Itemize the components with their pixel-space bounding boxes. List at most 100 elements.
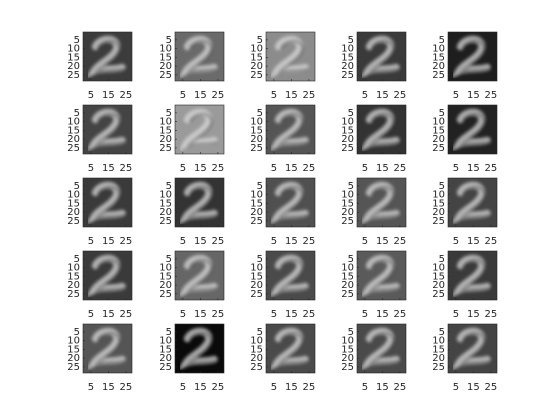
axes-box xyxy=(356,177,407,228)
x-tick-label: 25 xyxy=(120,382,133,393)
y-tick-label: 5 xyxy=(348,108,354,119)
axes-box xyxy=(82,250,133,301)
digit-feature-dark xyxy=(94,40,126,76)
x-tick-label: 25 xyxy=(212,236,225,247)
digit-feature-dark xyxy=(94,113,126,149)
y-tick-label: 20 xyxy=(432,353,445,364)
digit-feature xyxy=(450,35,491,79)
x-tick-label: 5 xyxy=(271,236,277,247)
x-tick-label: 15 xyxy=(102,236,115,247)
x-tick-label: 25 xyxy=(394,382,407,393)
y-tick-label: 20 xyxy=(341,134,354,145)
y-tick-label: 10 xyxy=(159,117,172,128)
x-tick-label: 5 xyxy=(453,382,459,393)
x-tick-label: 15 xyxy=(194,309,207,320)
x-tick-label: 25 xyxy=(394,163,407,174)
y-tick-label: 20 xyxy=(159,280,172,291)
digit-feature-dark xyxy=(368,332,400,368)
y-tick-label: 10 xyxy=(250,117,263,128)
digit-feature-dark xyxy=(186,259,218,295)
x-tick-label: 5 xyxy=(180,309,186,320)
y-tick-label: 25 xyxy=(432,143,445,154)
y-tick-label: 20 xyxy=(341,61,354,72)
y-tick-label: 20 xyxy=(250,280,263,291)
y-tick-label: 20 xyxy=(159,61,172,72)
y-tick-label: 10 xyxy=(432,190,445,201)
y-tick-label: 10 xyxy=(341,44,354,55)
y-tick-label: 25 xyxy=(250,216,263,227)
axes-box xyxy=(174,250,225,301)
y-tick-label: 20 xyxy=(67,134,80,145)
x-tick-label: 25 xyxy=(120,163,133,174)
y-tick-label: 15 xyxy=(341,125,354,136)
y-tick-label: 25 xyxy=(250,143,263,154)
y-tick-label: 20 xyxy=(159,207,172,218)
y-tick-label: 25 xyxy=(341,70,354,81)
y-tick-label: 10 xyxy=(250,44,263,55)
y-tick-label: 10 xyxy=(159,190,172,201)
y-tick-label: 15 xyxy=(250,271,263,282)
y-tick-label: 25 xyxy=(432,70,445,81)
digit-feature xyxy=(177,181,218,225)
x-tick-label: 5 xyxy=(88,382,94,393)
y-tick-label: 10 xyxy=(67,44,80,55)
y-tick-label: 5 xyxy=(74,327,80,338)
y-tick-label: 15 xyxy=(159,198,172,209)
axes-box xyxy=(174,31,225,82)
x-tick-label: 15 xyxy=(376,309,389,320)
x-tick-label: 25 xyxy=(212,309,225,320)
y-tick-label: 5 xyxy=(257,181,263,192)
y-tick-label: 15 xyxy=(67,344,80,355)
digit-feature-dark xyxy=(277,186,309,222)
y-tick-label: 15 xyxy=(250,198,263,209)
y-tick-label: 5 xyxy=(257,254,263,265)
x-tick-label: 5 xyxy=(271,309,277,320)
x-tick-label: 25 xyxy=(120,90,133,101)
digit-feature-dark xyxy=(368,113,400,149)
axes-box xyxy=(174,104,225,155)
digit-feature xyxy=(177,254,218,298)
y-tick-label: 20 xyxy=(432,207,445,218)
x-tick-label: 25 xyxy=(485,236,498,247)
y-tick-label: 15 xyxy=(341,271,354,282)
y-tick-label: 15 xyxy=(432,198,445,209)
digit-feature-dark xyxy=(277,113,309,149)
axes-box xyxy=(82,177,133,228)
x-tick-label: 25 xyxy=(485,163,498,174)
y-tick-label: 25 xyxy=(341,216,354,227)
y-tick-label: 15 xyxy=(67,271,80,282)
x-tick-label: 25 xyxy=(485,309,498,320)
digit-feature xyxy=(450,108,491,152)
x-tick-label: 5 xyxy=(362,382,368,393)
x-tick-label: 25 xyxy=(394,309,407,320)
x-tick-label: 5 xyxy=(271,382,277,393)
axes-box xyxy=(356,323,407,374)
y-tick-label: 5 xyxy=(348,254,354,265)
y-tick-label: 20 xyxy=(67,353,80,364)
axes-box xyxy=(82,104,133,155)
y-tick-label: 20 xyxy=(432,134,445,145)
digit-feature xyxy=(85,108,126,152)
y-tick-label: 5 xyxy=(166,35,172,46)
x-tick-label: 15 xyxy=(194,163,207,174)
y-tick-label: 5 xyxy=(348,327,354,338)
x-tick-label: 25 xyxy=(303,90,316,101)
x-tick-label: 25 xyxy=(394,236,407,247)
axes-box xyxy=(265,250,316,301)
y-tick-label: 20 xyxy=(432,61,445,72)
x-tick-label: 15 xyxy=(194,90,207,101)
y-tick-label: 25 xyxy=(159,216,172,227)
y-tick-label: 5 xyxy=(348,181,354,192)
axes-box xyxy=(174,323,225,374)
y-tick-label: 25 xyxy=(250,70,263,81)
y-tick-label: 5 xyxy=(74,181,80,192)
